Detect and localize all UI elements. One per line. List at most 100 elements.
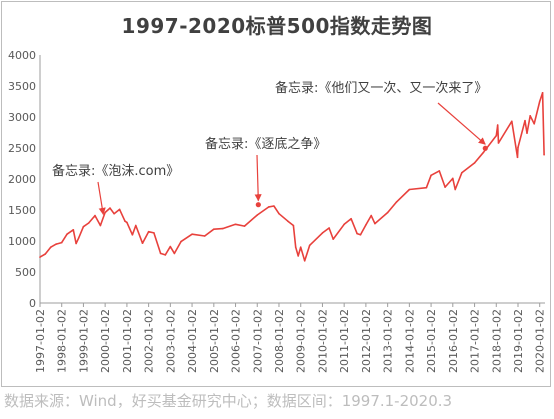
data-point [386, 211, 389, 214]
data-point [350, 217, 352, 220]
x-tick-label: 2015-01-02 [425, 309, 438, 373]
data-point [529, 115, 531, 117]
data-point [221, 227, 224, 230]
x-tick-label: 2005-01-02 [208, 309, 221, 373]
data-point [365, 224, 367, 226]
x-tick-label: 2018-01-02 [490, 309, 503, 373]
x-tick-label: 2014-01-02 [403, 309, 416, 373]
data-point [533, 123, 535, 125]
x-tick-label: 2000-01-02 [99, 309, 112, 373]
x-tick-label: 2009-01-02 [295, 309, 308, 373]
annotation-dot [255, 202, 261, 208]
data-point [541, 92, 544, 94]
x-tick-label: 2013-01-02 [382, 309, 395, 373]
x-tick-label: 1997-01-02 [34, 309, 47, 373]
data-point [287, 220, 289, 222]
data-point [308, 244, 311, 247]
x-tick-label: 2016-01-02 [447, 309, 460, 373]
data-point [517, 146, 519, 149]
annotation-arrow [437, 102, 486, 145]
data-point [299, 246, 302, 248]
x-tick-label: 2007-01-02 [251, 309, 264, 373]
x-tick-label: 2001-01-02 [121, 309, 134, 373]
data-point [473, 162, 476, 164]
annotation-label: 备忘录:《逐底之争》 [205, 136, 326, 152]
data-point [495, 134, 498, 137]
y-tick-label: 2000 [8, 173, 36, 186]
annotation-label: 备忘录:《他们又一次、又一次来了》 [275, 80, 487, 96]
data-point [425, 186, 428, 189]
data-point [430, 174, 432, 177]
data-point [169, 245, 172, 248]
data-point [153, 232, 155, 234]
data-point [438, 170, 441, 172]
data-point [147, 230, 150, 233]
data-point [543, 154, 545, 156]
data-point [180, 240, 182, 243]
y-tick-label: 3000 [8, 111, 36, 124]
data-point [82, 225, 85, 228]
x-tick-label: 2020-01-02 [534, 309, 547, 373]
data-point [278, 212, 280, 215]
data-point [461, 172, 463, 174]
data-point [511, 120, 513, 123]
line-chart: 0 500 1000 1500 2000 2500 3000 3500 4000 1997-01-… [8, 49, 547, 373]
data-point [374, 222, 376, 225]
data-point [524, 119, 526, 122]
data-point [66, 233, 68, 235]
data-point [141, 242, 144, 244]
chart-title: 1997-2020标普500指数走势图 [121, 14, 433, 38]
x-tick-label: 2017-01-02 [469, 309, 482, 373]
data-point [72, 229, 75, 231]
y-tick-label: 2500 [8, 142, 36, 155]
data-point [49, 246, 52, 248]
data-point [482, 151, 485, 154]
data-point [356, 232, 358, 235]
data-point [496, 124, 499, 126]
y-tick-label: 4000 [8, 49, 36, 62]
x-tick-label: 2008-01-02 [273, 309, 286, 373]
data-point [126, 221, 128, 224]
chart-frame [1, 1, 551, 387]
data-point [328, 227, 330, 229]
data-point [77, 237, 80, 239]
x-tick-label: 2004-01-02 [186, 309, 199, 373]
data-point [395, 201, 398, 203]
data-point [213, 228, 215, 230]
y-tick-label: 1500 [8, 204, 36, 217]
data-point [104, 211, 106, 214]
data-point [113, 212, 115, 215]
data-point [60, 241, 63, 244]
data-point [234, 223, 237, 226]
data-point [444, 186, 446, 188]
data-point [39, 256, 41, 258]
data-point [124, 220, 126, 222]
x-tick-label: 2003-01-02 [164, 309, 177, 373]
x-tick-label: 2011-01-02 [338, 309, 351, 373]
data-point [135, 224, 137, 227]
annotation-arrow [254, 154, 262, 202]
data-point [303, 260, 306, 262]
x-tick-label: 1999-01-02 [77, 309, 90, 373]
data-point [243, 225, 246, 227]
data-point [118, 208, 121, 211]
data-point [454, 188, 457, 191]
x-tick-label: 2012-01-02 [360, 309, 373, 373]
data-point [164, 254, 167, 256]
data-point [55, 243, 57, 245]
y-tick-label: 0 [29, 297, 36, 310]
annotation-label: 备忘录:《泡沫.com》 [52, 163, 179, 179]
data-point [173, 252, 176, 255]
x-tick-label: 2006-01-02 [230, 309, 243, 373]
data-point [44, 253, 47, 255]
y-tick-label: 1000 [8, 235, 36, 248]
x-tick-label: 2019-01-02 [512, 309, 525, 373]
data-point [191, 233, 193, 235]
data-point [294, 246, 297, 248]
data-point [321, 232, 324, 234]
data-point [268, 206, 270, 208]
y-tick-label: 500 [15, 266, 36, 279]
data-point [343, 223, 346, 226]
data-point [538, 100, 541, 103]
data-point [516, 156, 519, 159]
